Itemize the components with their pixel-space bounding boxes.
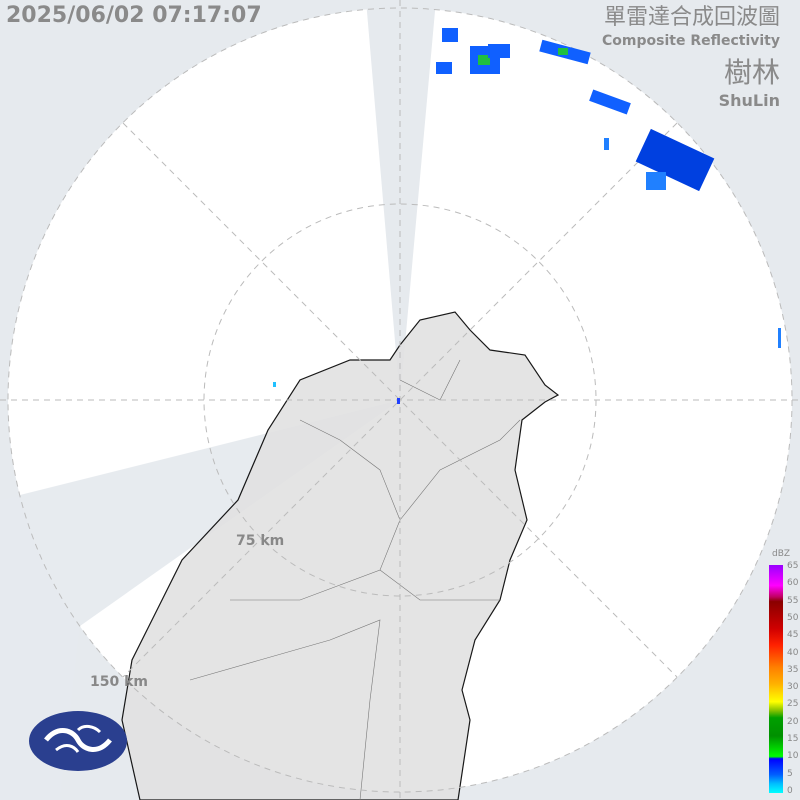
legend-tick: 5	[787, 768, 793, 779]
legend-tick: 15	[787, 734, 799, 744]
land-taiwan	[121, 311, 560, 800]
station-zh: 樹林	[723, 56, 780, 89]
legend-tick: 30	[787, 682, 799, 693]
title-en: Composite Reflectivity	[602, 33, 780, 49]
timestamp: 2025/06/02 07:17:07	[6, 3, 262, 28]
legend-tick: 40	[787, 647, 799, 658]
legend-tick: 25	[787, 699, 799, 710]
legend-tick: 65	[787, 561, 799, 571]
blocked-sector-west	[0, 400, 400, 800]
ring-label-150: 150 km	[90, 674, 148, 690]
legend-tick: 35	[787, 664, 799, 675]
ring-label-75: 75 km	[236, 533, 285, 549]
legend-tick: 10	[787, 751, 799, 762]
cwa-logo-icon	[29, 711, 127, 771]
legend-unit: dBZ	[772, 549, 791, 559]
legend-tick: 50	[787, 612, 799, 623]
legend-tick: 60	[787, 578, 799, 589]
color-legend	[769, 565, 783, 793]
legend-tick: 0	[787, 785, 793, 796]
legend-tick: 55	[787, 595, 799, 606]
station-en: ShuLin	[718, 91, 780, 110]
blocked-sector-north	[366, 0, 436, 400]
radar-echoes	[273, 28, 781, 404]
legend-tick: 45	[787, 630, 799, 641]
title-zh: 單雷達合成回波圖	[603, 5, 780, 30]
legend-tick: 20	[787, 716, 799, 727]
